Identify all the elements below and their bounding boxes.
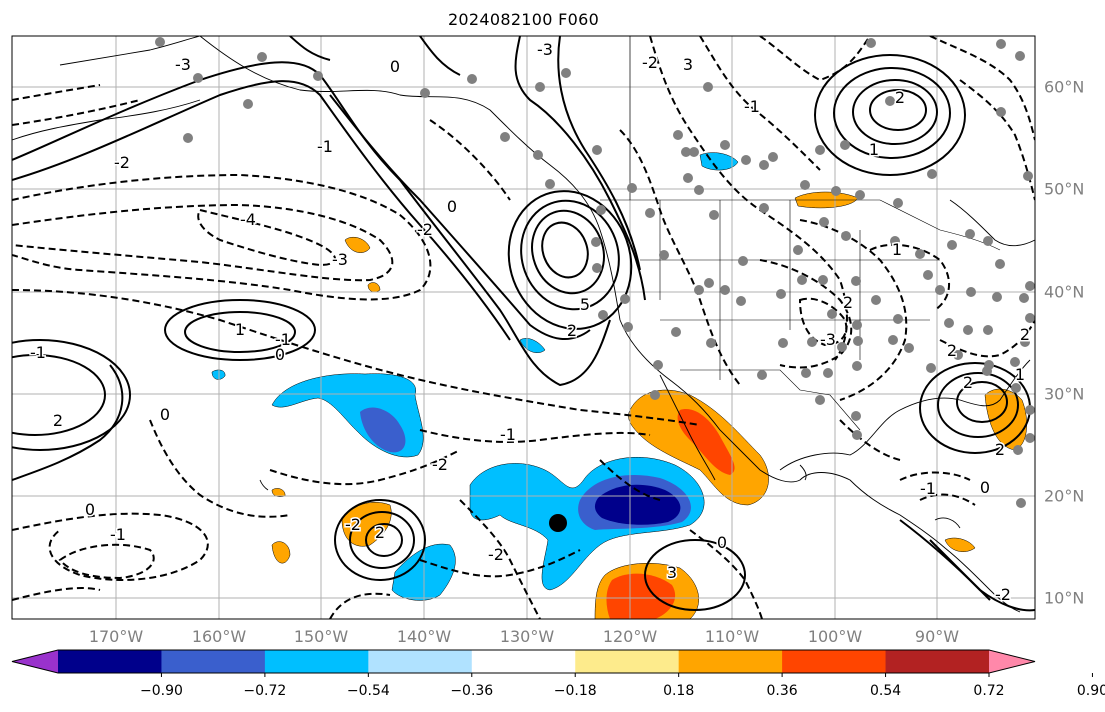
lon-tick-label: 160°W (191, 627, 247, 646)
pos-anomaly-small-2 (271, 541, 291, 564)
contour-label: -4 (240, 210, 256, 229)
colorbar-tick-label: −0.36 (450, 683, 494, 699)
contour-label: 2 (947, 341, 957, 360)
contours-negative (12, 36, 1035, 619)
colorbar-tick-label: 0.72 (973, 683, 1005, 699)
lat-tick-label: 40°N (1044, 282, 1085, 302)
contour-label: -3 (537, 40, 553, 59)
neg-anomaly-small-2 (519, 338, 546, 353)
colorbar-tick-label: −0.54 (346, 683, 390, 699)
colorbar-segment (885, 650, 990, 673)
contour-label: 5 (580, 295, 590, 314)
lat-tick-label: 50°N (1044, 179, 1085, 199)
lon-tick-label: 120°W (602, 627, 658, 646)
lon-tick-label: 130°W (499, 627, 555, 646)
contour-label: -1 (744, 97, 760, 116)
colorbar-segment (161, 650, 266, 673)
colorbar-segment (471, 650, 576, 673)
pos-anomaly-small-3 (944, 537, 976, 552)
contour-label: -1 (30, 343, 46, 362)
colorbar-segment (782, 650, 887, 673)
contour-label: 0 (85, 500, 95, 519)
contour-label: 2 (1020, 325, 1030, 344)
colorbar-outline (11, 649, 1036, 674)
contour-label: 2 (843, 293, 853, 312)
colorbar-extend-low (12, 650, 58, 673)
contour-label: 0 (717, 533, 727, 552)
contour-label: 0 (160, 405, 170, 424)
lon-tick-label: 100°W (807, 627, 863, 646)
colorbar-tick-label: −0.72 (243, 683, 287, 699)
contour-label: 3 (667, 563, 677, 582)
political-borders (600, 36, 1001, 431)
station-dots (155, 37, 1035, 508)
contour-label: 0 (980, 478, 990, 497)
lon-tick-label: 150°W (293, 627, 349, 646)
colorbar (11, 649, 1093, 677)
colorbar-tick-label: −0.18 (553, 683, 597, 699)
contour-label: -1 (920, 479, 936, 498)
colorbar-tick-label: 0.18 (663, 683, 695, 699)
pos-anomaly-small-4 (367, 282, 381, 293)
lat-tick-label: 20°N (1044, 486, 1085, 506)
map-title: 2024082100 F060 (447, 10, 600, 29)
lat-tick-label: 30°N (1044, 384, 1085, 404)
contour-label: -1 (317, 137, 333, 156)
neg-anomaly-core-central-pacific (360, 407, 406, 453)
map-frame (11, 35, 1036, 620)
colorbar-segment (368, 650, 473, 673)
storm-center-dot (549, 514, 567, 532)
contour-label: 2 (567, 321, 577, 340)
lon-tick-label: 90°W (914, 627, 960, 646)
lon-tick-label: 140°W (396, 627, 452, 646)
contour-label: -2 (114, 153, 130, 172)
colorbar-tick-label: 0.54 (869, 683, 902, 699)
contour-label: 1 (1015, 365, 1025, 384)
contour-label: -1 (500, 425, 516, 444)
contour-label: -1 (110, 525, 126, 544)
contour-label: -2 (417, 220, 433, 239)
contour-label: 0 (275, 345, 285, 364)
contour-label: -3 (820, 330, 836, 349)
contour-label: 2 (963, 373, 973, 392)
colorbar-segment (678, 650, 783, 673)
pos-anomaly-small-1 (344, 237, 371, 253)
neg-anomaly-core-east-pacific (594, 484, 681, 525)
colorbar-segment (575, 650, 680, 673)
contour-label: -2 (432, 455, 448, 474)
coastlines (12, 36, 1035, 613)
lon-tick-label: 170°W (88, 627, 144, 646)
contour-label: 1 (869, 140, 879, 159)
pos-anomaly-core-south (606, 573, 676, 619)
contour-label: -2 (488, 545, 504, 564)
contour-label: 2 (995, 440, 1005, 459)
contour-label: -2 (345, 515, 361, 534)
contour-label: 2 (895, 88, 905, 107)
colorbar-extend-high (989, 650, 1035, 673)
contour-label: -2 (642, 53, 658, 72)
lon-tick-label: 110°W (704, 627, 760, 646)
contour-label: 0 (447, 197, 457, 216)
lat-tick-label: 60°N (1044, 77, 1085, 97)
contour-label: -2 (995, 585, 1011, 604)
contour-label: 1 (235, 320, 245, 339)
contour-label: 3 (683, 55, 693, 74)
colorbar-segment (58, 650, 162, 673)
contour-label: -1 (275, 330, 291, 349)
lat-tick-label: 10°N (1044, 588, 1085, 608)
contours-positive (12, 36, 1035, 612)
contour-label: -3 (175, 55, 191, 74)
colorbar-segment (264, 650, 369, 673)
colorbar-tick-label: 0.90 (1076, 683, 1105, 699)
contour-label: 2 (375, 523, 385, 542)
colorbar-tick-label: −0.90 (139, 683, 183, 699)
contour-label: 2 (53, 411, 63, 430)
contour-label: -3 (332, 250, 348, 269)
colorbar-tick-label: 0.36 (766, 683, 798, 699)
pos-anomaly-core-mexico (677, 409, 735, 475)
contour-label: 1 (892, 240, 902, 259)
contour-label: 0 (390, 57, 400, 76)
